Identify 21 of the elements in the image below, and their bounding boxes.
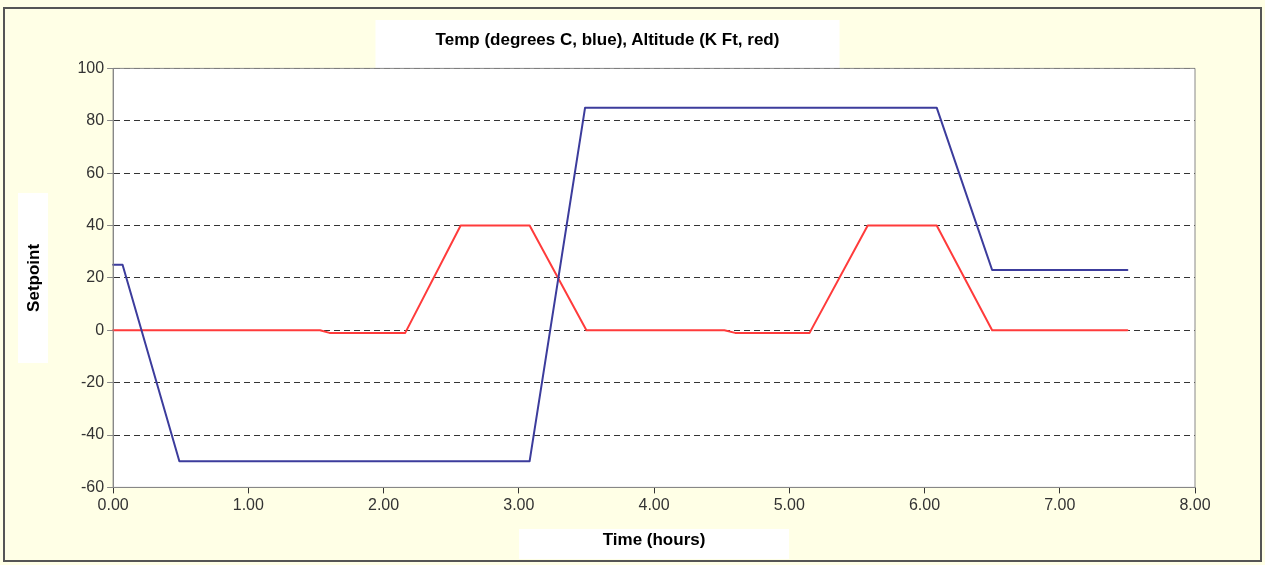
y-tick-label: 40: [86, 215, 105, 233]
chart-title: Temp (degrees C, blue), Altitude (K Ft, red): [435, 29, 780, 49]
x-tick-label: 8.00: [1179, 496, 1211, 514]
x-tick-label: 1.00: [232, 496, 265, 514]
y-tick-label: -60: [80, 477, 105, 495]
y-tick-label: 60: [86, 163, 105, 181]
x-tick-label: 3.00: [503, 496, 535, 514]
y-tick-label: -20: [80, 373, 105, 391]
y-tick-label: 20: [86, 268, 105, 286]
x-axis-title: Time (hours): [602, 530, 706, 550]
y-tick-label: 80: [86, 111, 105, 129]
y-tick-label: 0: [95, 320, 105, 338]
x-tick-label: 6.00: [908, 496, 941, 514]
y-tick-label: 100: [77, 58, 105, 76]
x-tick-label: 2.00: [368, 496, 400, 514]
y-axis-title: Setpoint: [23, 243, 43, 312]
x-tick-label: 0.00: [97, 496, 129, 514]
x-tick-label: 7.00: [1044, 496, 1076, 514]
y-tick-label: -40: [80, 425, 105, 443]
x-tick-label: 5.00: [773, 496, 805, 514]
x-tick-label: 4.00: [638, 496, 670, 514]
